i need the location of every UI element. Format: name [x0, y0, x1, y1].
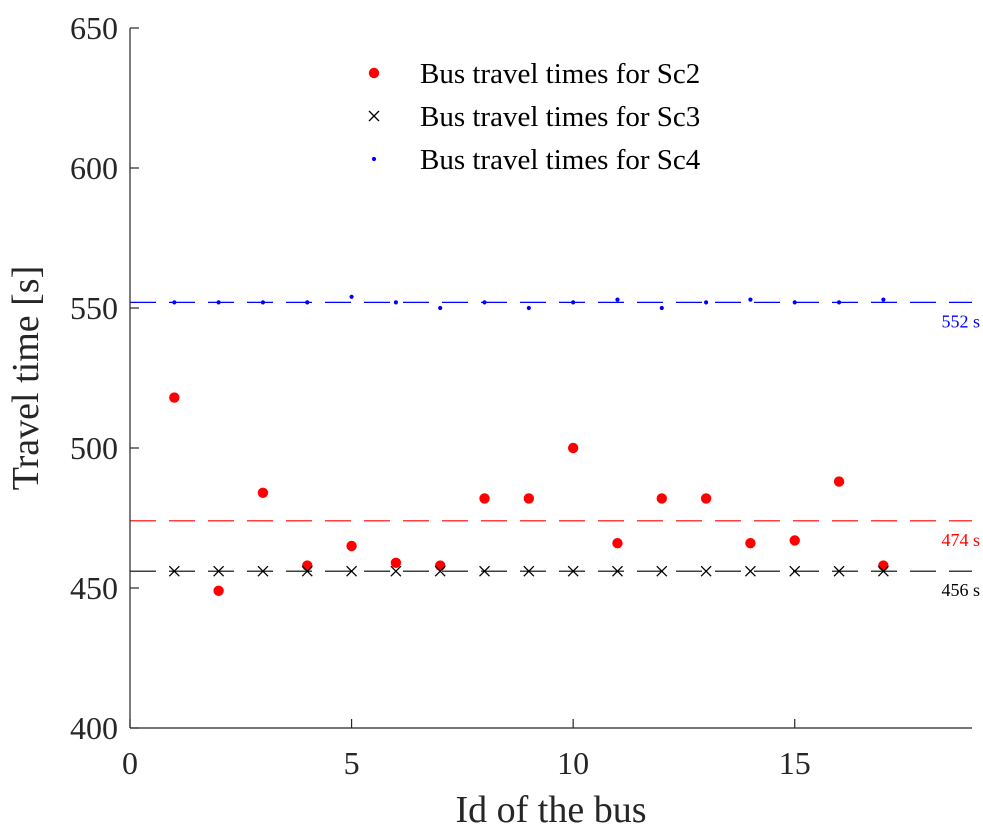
series-3-point: [833, 565, 845, 577]
legend: Bus travel times for Sc2 Bus travel times…: [368, 58, 701, 176]
series-2-point: [833, 476, 845, 487]
series-4-point: [792, 300, 797, 305]
series-4-point: [393, 300, 398, 305]
series-2-point: [390, 557, 402, 568]
series-3-point: [168, 565, 180, 577]
series-4-point: [438, 305, 443, 311]
x-axis-label: Id of the bus: [455, 789, 646, 831]
series-4-point: [172, 300, 177, 305]
series-4-point: [881, 297, 886, 302]
series-3-point: [700, 565, 712, 577]
series-4-point: [349, 294, 354, 299]
series-4-point: [260, 300, 266, 305]
series-3-point: [612, 565, 623, 577]
series-4-point: [659, 305, 664, 311]
legend-entry-label: Bus travel times for Sc2: [420, 58, 700, 90]
series-2-point: [257, 487, 269, 498]
series-2-point: [612, 538, 623, 549]
series-3-point: [789, 565, 801, 577]
series-4-point: [571, 300, 576, 305]
legend-marker: [371, 156, 377, 162]
x-tick-label: 0: [122, 745, 138, 781]
series-3-point: [434, 565, 446, 577]
series-2-point: [878, 560, 889, 571]
reference-line-label: 456 s: [941, 580, 980, 600]
series-3-point: [479, 565, 490, 577]
y-tick-label: 500: [70, 430, 118, 466]
legend-marker: [368, 67, 380, 79]
series-4-point: [615, 297, 620, 302]
y-tick-label: 400: [70, 710, 118, 746]
y-tick-label: 600: [70, 150, 118, 186]
y-tick-label: 450: [70, 570, 118, 606]
series-4-point: [704, 300, 709, 305]
series-3-point: [390, 565, 402, 577]
legend-marker: [368, 110, 380, 122]
series-2-point: [567, 442, 579, 454]
reference-line-label: 474 s: [941, 530, 980, 550]
data-points: [168, 294, 889, 596]
legend-entry-label: Bus travel times for Sc4: [420, 144, 701, 176]
series-2-point: [346, 540, 357, 552]
ticks: 0 5 10 15 400 450 500 550 600 650: [70, 10, 811, 781]
series-3-point: [257, 565, 269, 577]
series-2-point: [656, 493, 667, 504]
series-2-point: [700, 493, 712, 504]
axes: [129, 28, 972, 729]
series-3-point: [877, 565, 889, 577]
series-2-point: [789, 535, 800, 546]
series-4-point: [305, 300, 310, 305]
series-3-point: [346, 565, 358, 577]
series-2-point: [523, 493, 535, 504]
y-tick-label: 650: [70, 10, 118, 46]
series-2-point: [479, 493, 490, 504]
y-tick-label: 550: [70, 290, 118, 326]
series-3-point: [301, 565, 313, 577]
series-2-point: [213, 585, 224, 596]
x-tick-label: 5: [344, 745, 360, 781]
reference-line-labels: 552 s 474 s 456 s: [941, 311, 980, 600]
x-tick-label: 10: [557, 745, 589, 781]
series-4-point: [216, 300, 221, 305]
y-axis-label: Travel time [s]: [5, 266, 47, 490]
series-3-point: [523, 565, 535, 577]
series-3-point: [744, 565, 756, 577]
series-4-point: [526, 305, 531, 311]
series-4-point: [748, 297, 753, 302]
legend-entry-label: Bus travel times for Sc3: [420, 101, 700, 133]
x-tick-label: 15: [779, 745, 811, 781]
series-2-point: [435, 560, 446, 571]
series-3-point: [656, 565, 668, 577]
series-2-point: [302, 560, 313, 571]
series-2-point: [169, 392, 180, 403]
series-4-point: [836, 300, 842, 305]
reference-lines: [130, 301, 972, 572]
series-2-point: [745, 538, 756, 549]
series-4-point: [482, 300, 487, 305]
series-3-point: [567, 565, 579, 577]
series-3-point: [213, 565, 225, 577]
reference-line-label: 552 s: [941, 311, 980, 331]
